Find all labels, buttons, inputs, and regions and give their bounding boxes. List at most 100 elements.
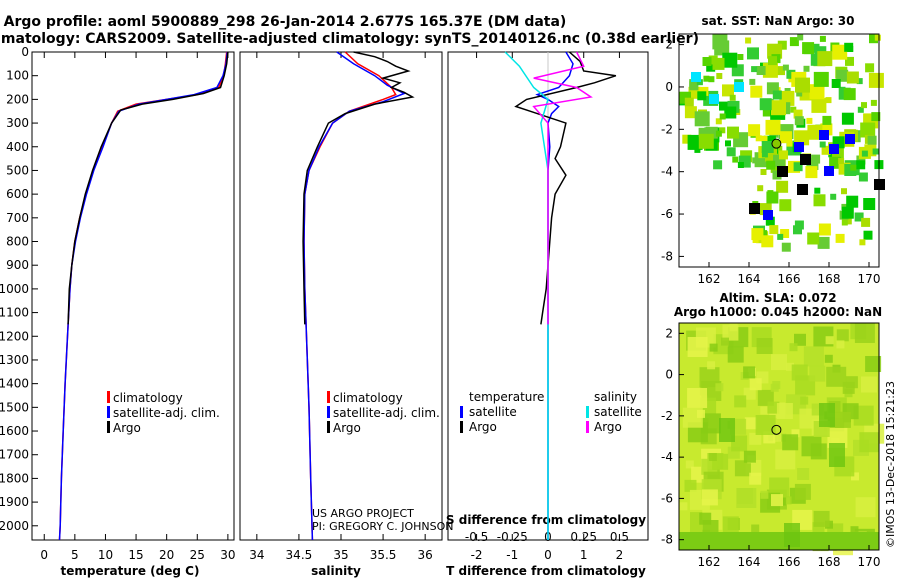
sla-cell-dark <box>819 403 835 427</box>
y-tick-label: 1000 <box>0 282 29 296</box>
sst-cell <box>796 90 803 97</box>
sst-cell <box>856 160 866 170</box>
sst-cell <box>797 34 804 41</box>
map-x-tick-label: 166 <box>778 555 801 569</box>
sla-cell <box>834 411 851 428</box>
map-y-tick-label: -2 <box>661 409 673 423</box>
sst-cell <box>765 216 775 226</box>
sla-cell <box>708 453 717 461</box>
sst-cell <box>861 150 868 157</box>
x-tick-label: 36 <box>418 548 433 562</box>
credit-project: US ARGO PROJECT <box>312 507 414 520</box>
x-tick-label: 2 <box>616 548 624 562</box>
x-tick-label: 15 <box>128 548 143 562</box>
sst-cell <box>844 42 854 52</box>
sla-cell <box>791 364 808 381</box>
sla-cell <box>824 354 833 363</box>
sst-cell <box>776 180 789 193</box>
sla-cell <box>744 417 757 430</box>
sla-cell <box>859 432 880 453</box>
sst-cell <box>859 239 866 246</box>
sst-cell <box>807 232 820 245</box>
sst-cell-black <box>797 184 808 195</box>
sst-cell <box>786 69 796 79</box>
sst-cell <box>857 106 864 113</box>
sst-cell <box>725 140 731 147</box>
title-line-1: Argo profile: aoml 5900889_298 26-Jan-20… <box>4 14 567 30</box>
sst-cell <box>765 119 781 135</box>
sst-cell-blue <box>763 210 773 220</box>
sst-cell <box>715 118 722 125</box>
sst-cell <box>777 40 787 50</box>
sla-cell <box>836 329 849 342</box>
y-tick-label: 300 <box>6 116 29 130</box>
map-y-tick-label: 2 <box>665 326 673 340</box>
sla-cell <box>775 449 796 470</box>
sla-cell <box>736 488 757 508</box>
map-x-tick-label: 168 <box>818 272 841 286</box>
sst-cell <box>776 66 785 76</box>
sst-cell <box>819 35 826 42</box>
salinity-xlabel: salinity <box>311 564 361 578</box>
sla-cell <box>731 435 748 452</box>
sla-cell <box>767 401 780 414</box>
sst-cell <box>759 98 772 111</box>
sst-cell <box>841 219 848 226</box>
sst-cell <box>761 151 768 158</box>
sst-cell <box>845 56 854 66</box>
title-line-2: Climatology: CARS2009. Satellite-adjuste… <box>0 31 699 47</box>
series-line-climatology <box>303 51 397 541</box>
sst-cell <box>712 57 725 70</box>
sst-cell-black <box>749 203 760 214</box>
sst-cell <box>839 51 845 58</box>
x-tick-label: 35 <box>333 548 348 562</box>
sla-map-subtitle: Argo h1000: 0.045 h2000: NaN <box>674 305 882 319</box>
sst-cell <box>708 76 715 83</box>
difference-panel: T difference from climatology S differen… <box>446 51 649 578</box>
sst-cell <box>713 160 723 170</box>
sst-cell <box>757 185 764 192</box>
sst-map-frame <box>678 33 880 268</box>
sla-cell <box>749 378 762 391</box>
x-tick-label: -1 <box>506 548 518 562</box>
sla-cell <box>701 489 718 506</box>
sst-cell <box>749 78 756 85</box>
temperature-frame <box>31 51 235 541</box>
sst-cell-cyan <box>691 72 701 82</box>
map-x-tick-label: 162 <box>698 272 721 286</box>
sst-cell <box>869 34 878 44</box>
sst-cell <box>780 229 790 238</box>
legend-swatch-climatology <box>327 391 330 403</box>
sst-cell <box>762 62 778 78</box>
sla-map-profile-marker <box>771 424 782 435</box>
imos-stamp: ©IMOS 13-Dec-2018 15:21:23 <box>884 381 897 548</box>
sst-cell <box>719 101 728 111</box>
sst-cell-cyan <box>709 94 719 104</box>
sla-cell <box>825 336 834 345</box>
sla-cell-dark <box>719 418 735 442</box>
y-tick-label: 500 <box>6 163 29 177</box>
legend-swatch-satellite <box>107 406 110 418</box>
t-diff-xlabel: T difference from climatology <box>446 564 646 578</box>
salinity-frame <box>239 51 443 541</box>
sla-cell <box>760 406 769 415</box>
sst-cell <box>813 71 829 87</box>
legend-swatch-t-satellite <box>460 406 463 418</box>
sst-cell <box>771 100 786 116</box>
sst-cell <box>766 160 776 170</box>
sst-cell <box>872 148 879 155</box>
salinity-lines <box>302 51 415 541</box>
legend-swatch-t-argo <box>460 421 463 433</box>
sst-cell <box>786 140 793 147</box>
sst-cell <box>716 73 723 79</box>
sst-cell <box>856 78 863 85</box>
sst-map-panel: sat. SST: NaN Argo: 30 162 164 166 168 170 2 0… <box>661 14 885 286</box>
sla-cell <box>684 479 697 492</box>
series-line-climatology <box>58 51 228 541</box>
x-tick-label: 25 <box>190 548 205 562</box>
sla-cell <box>679 502 688 511</box>
sst-cell <box>835 233 845 243</box>
sst-cell <box>843 88 856 101</box>
sst-cell <box>831 79 841 88</box>
